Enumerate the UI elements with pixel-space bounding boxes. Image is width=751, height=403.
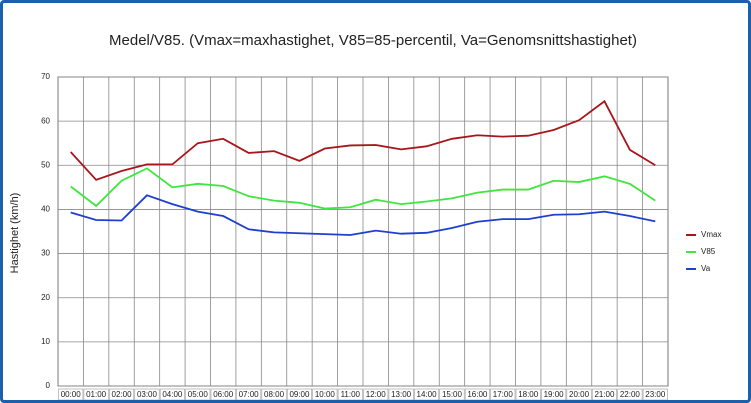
x-tick-label: 15:00 xyxy=(442,390,463,399)
x-tick-box xyxy=(439,388,465,400)
x-tick-label: 01:00 xyxy=(86,390,107,399)
x-tick-label: 13:00 xyxy=(391,390,412,399)
y-tick-label: 60 xyxy=(41,116,50,125)
x-tick-label: 02:00 xyxy=(112,390,133,399)
legend-label: Va xyxy=(701,264,711,273)
x-tick-label: 08:00 xyxy=(264,390,285,399)
x-tick-box xyxy=(337,388,363,400)
x-tick-box xyxy=(109,388,135,400)
x-tick-box xyxy=(261,388,287,400)
y-axis-label: Hastighet (km/h) xyxy=(9,193,21,274)
y-tick-label: 10 xyxy=(41,337,50,346)
x-tick-label: 23:00 xyxy=(645,390,666,399)
x-tick-label: 04:00 xyxy=(162,390,183,399)
x-tick-box xyxy=(236,388,262,400)
x-tick-box xyxy=(58,388,84,400)
x-tick-box xyxy=(83,388,109,400)
x-tick-label: 06:00 xyxy=(213,390,234,399)
chart: Medel/V85. (Vmax=maxhastighet, V85=85-pe… xyxy=(9,32,721,400)
x-tick-box xyxy=(159,388,185,400)
y-tick-label: 70 xyxy=(41,72,50,81)
x-tick-label: 20:00 xyxy=(569,390,590,399)
x-tick-label: 07:00 xyxy=(239,390,260,399)
x-tick-label: 21:00 xyxy=(594,390,615,399)
x-tick-box xyxy=(541,388,567,400)
y-tick-label: 30 xyxy=(41,249,50,258)
x-tick-box xyxy=(414,388,440,400)
legend-label: V85 xyxy=(701,247,716,256)
x-tick-label: 12:00 xyxy=(366,390,387,399)
x-tick-box xyxy=(515,388,541,400)
x-tick-box xyxy=(388,388,414,400)
x-tick-label: 18:00 xyxy=(518,390,539,399)
x-tick-label: 22:00 xyxy=(620,390,641,399)
x-tick-box xyxy=(591,388,617,400)
x-tick-box xyxy=(464,388,490,400)
x-tick-box xyxy=(210,388,236,400)
y-tick-label: 0 xyxy=(46,381,51,390)
line-series xyxy=(70,194,656,236)
x-tick-box xyxy=(566,388,592,400)
legend-label: Vmax xyxy=(701,230,721,239)
x-tick-label: 03:00 xyxy=(137,390,158,399)
chart-title: Medel/V85. (Vmax=maxhastighet, V85=85-pe… xyxy=(109,32,637,49)
x-tick-box xyxy=(363,388,389,400)
x-tick-box xyxy=(312,388,338,400)
x-tick-label: 16:00 xyxy=(467,390,488,399)
x-tick-label: 10:00 xyxy=(315,390,336,399)
y-tick-label: 50 xyxy=(41,160,50,169)
y-tick-label: 40 xyxy=(41,205,50,214)
x-tick-box xyxy=(490,388,516,400)
x-tick-box xyxy=(642,388,668,400)
x-tick-label: 14:00 xyxy=(417,390,438,399)
x-tick-box xyxy=(185,388,211,400)
line-series xyxy=(70,99,656,181)
x-tick-label: 11:00 xyxy=(341,390,361,399)
x-tick-label: 09:00 xyxy=(289,390,310,399)
y-tick-label: 20 xyxy=(41,293,50,302)
x-tick-box xyxy=(134,388,160,400)
x-tick-box xyxy=(286,388,312,400)
x-tick-label: 17:00 xyxy=(493,390,514,399)
x-tick-label: 00:00 xyxy=(61,390,82,399)
x-tick-box xyxy=(617,388,643,400)
line-series xyxy=(70,167,656,210)
x-tick-label: 19:00 xyxy=(544,390,565,399)
x-tick-label: 05:00 xyxy=(188,390,209,399)
